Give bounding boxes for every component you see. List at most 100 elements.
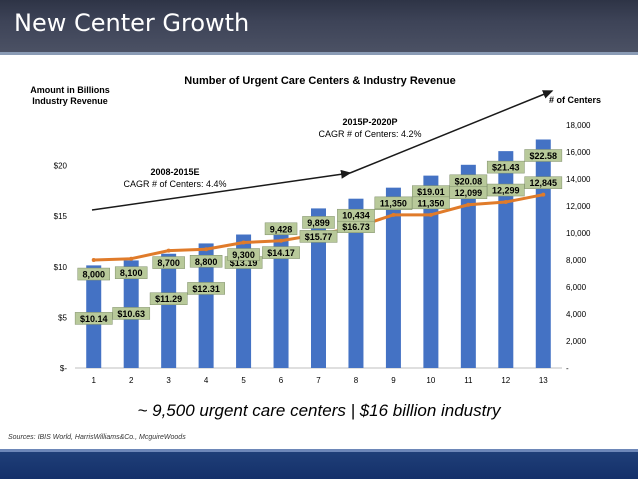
header-divider <box>0 52 638 55</box>
revenue-label-box <box>262 246 300 259</box>
centers-label-box <box>302 216 335 229</box>
revenue-label-box <box>524 149 563 162</box>
chart-title: Number of Urgent Care Centers & Industry… <box>184 75 455 87</box>
centers-label: 12,099 <box>455 188 483 198</box>
right-tick-label: 10,000 <box>566 229 591 238</box>
bar <box>161 253 177 368</box>
arrow-2015-2020 <box>349 90 554 174</box>
x-tick-label: 5 <box>241 376 246 385</box>
tagline: ~ 9,500 urgent care centers | $16 billio… <box>137 401 501 420</box>
left-tick-label: $10 <box>54 263 68 272</box>
revenue-label-box <box>187 282 225 295</box>
left-axis-label: Amount in Billions <box>30 85 110 95</box>
page-title: New Center Growth <box>14 9 250 37</box>
x-tick-label: 8 <box>354 376 359 385</box>
centers-label-box <box>412 196 450 210</box>
centers-label: 9,899 <box>307 218 330 228</box>
bar <box>498 151 514 368</box>
revenue-label: $14.17 <box>267 248 295 258</box>
centers-label: 12,299 <box>492 186 520 196</box>
centers-point <box>391 212 396 217</box>
revenue-label-box <box>299 230 338 243</box>
right-tick-label: 16,000 <box>566 148 591 157</box>
centers-point <box>428 212 433 217</box>
header-bar: New Center Growth <box>0 0 638 52</box>
arrow-2008-2015 <box>91 169 352 211</box>
right-tick-label: 18,000 <box>566 121 591 130</box>
annotation-text: CAGR # of Centers: 4.2% <box>318 129 421 139</box>
revenue-label: $20.08 <box>455 176 483 186</box>
revenue-label: $10.14 <box>80 314 108 324</box>
centers-label: 11,350 <box>417 198 444 208</box>
bar <box>535 139 551 368</box>
bar <box>311 208 326 368</box>
right-tick-label: 6,000 <box>566 283 587 292</box>
left-axis-label: Industry Revenue <box>32 96 108 106</box>
centers-label: 8,100 <box>120 268 143 278</box>
centers-label-box <box>524 176 563 189</box>
x-tick-label: 13 <box>539 376 548 385</box>
footer-divider <box>0 449 638 452</box>
right-tick-label: 8,000 <box>566 256 587 265</box>
right-tick-label: 2,000 <box>566 337 587 346</box>
centers-point <box>204 247 209 252</box>
revenue-label-box <box>149 292 188 305</box>
x-tick-label: 6 <box>279 376 284 385</box>
revenue-label-box <box>112 307 151 320</box>
bar <box>385 187 401 368</box>
centers-label-box <box>449 186 488 199</box>
centers-label-box <box>264 222 298 236</box>
x-tick-label: 11 <box>464 376 473 385</box>
revenue-label: $15.77 <box>305 232 333 242</box>
bar <box>273 224 289 368</box>
revenue-label-box <box>74 312 113 325</box>
x-tick-label: 7 <box>316 376 321 385</box>
revenue-label-box <box>486 160 525 174</box>
x-tick-label: 10 <box>426 376 435 385</box>
bar <box>348 198 364 368</box>
left-tick-label: $5 <box>58 313 67 322</box>
centers-label-box <box>337 208 375 222</box>
centers-point <box>241 240 246 245</box>
revenue-label: $10.63 <box>117 309 145 319</box>
revenue-label: $21.43 <box>492 163 520 173</box>
centers-label: 12,845 <box>530 178 558 188</box>
annotation-title: 2008-2015E <box>150 167 199 177</box>
centers-label: 9,300 <box>232 250 255 260</box>
centers-label: 10,434 <box>342 211 370 221</box>
centers-point <box>279 238 284 243</box>
bar <box>423 175 439 368</box>
centers-point <box>503 200 508 205</box>
left-tick-label: $- <box>60 364 67 373</box>
x-tick-label: 4 <box>204 376 209 385</box>
centers-point <box>466 202 471 207</box>
centers-label: 11,350 <box>380 198 407 208</box>
annotation-text: CAGR # of Centers: 4.4% <box>123 179 226 189</box>
revenue-label: $11.29 <box>155 294 182 304</box>
centers-label: 8,000 <box>82 270 105 280</box>
revenue-label: $12.31 <box>192 284 220 294</box>
x-tick-label: 9 <box>391 376 396 385</box>
bar <box>460 164 476 368</box>
revenue-label: $16.73 <box>342 222 370 232</box>
x-tick-label: 3 <box>166 376 171 385</box>
centers-label-box <box>114 266 148 279</box>
centers-label-box <box>374 196 413 210</box>
x-tick-label: 12 <box>501 376 510 385</box>
revenue-label: $13.19 <box>230 258 258 268</box>
right-tick-label: 12,000 <box>566 202 591 211</box>
sources-note: Sources: IBIS World, HarrisWilliams&Co.,… <box>8 434 186 441</box>
left-tick-label: $20 <box>54 162 68 171</box>
centers-label-box <box>227 248 260 261</box>
centers-label-box <box>77 267 110 281</box>
footer-bar <box>0 452 638 479</box>
centers-point <box>91 258 96 263</box>
right-axis-label: # of Centers <box>549 95 601 105</box>
combo-chart: Number of Urgent Care Centers & Industry… <box>30 75 601 385</box>
x-tick-label: 2 <box>129 376 134 385</box>
centers-point <box>541 192 546 197</box>
bar <box>198 243 214 368</box>
x-tick-label: 1 <box>92 376 97 385</box>
left-tick-label: $15 <box>54 212 68 221</box>
centers-point <box>129 256 134 261</box>
